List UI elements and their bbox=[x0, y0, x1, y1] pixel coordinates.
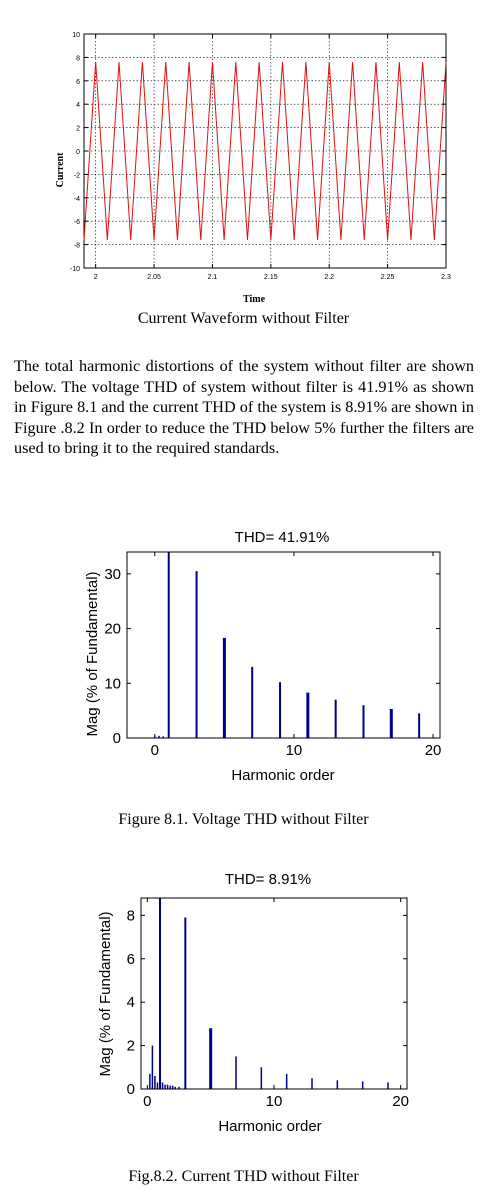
x-tick-label: 2.05 bbox=[147, 274, 161, 281]
x-axis-label: Harmonic order bbox=[218, 1118, 321, 1135]
harmonic-bar bbox=[164, 1084, 166, 1089]
y-tick-label: -6 bbox=[74, 219, 80, 226]
current-thd-chart: THD= 8.91% 0 2 4 6 8 0 10 20 Harmonic order Mag… bbox=[97, 871, 409, 1135]
x-tick-label: 10 bbox=[266, 1093, 283, 1110]
y-tick-label: 10 bbox=[72, 32, 80, 39]
chart-ticks: 0 10 20 30 0 10 20 bbox=[104, 552, 441, 759]
y-tick-label: 2 bbox=[127, 1038, 135, 1055]
harmonic-bar bbox=[158, 735, 160, 738]
y-tick-label: -8 bbox=[74, 243, 80, 250]
harmonic-bar bbox=[184, 917, 187, 1089]
harmonic-bar bbox=[222, 637, 226, 738]
y-axis-label: Current bbox=[55, 152, 66, 187]
y-tick-label: 0 bbox=[113, 730, 121, 747]
x-tick-label: 2.25 bbox=[381, 274, 395, 281]
chart-axes bbox=[140, 897, 408, 1090]
harmonic-bar bbox=[334, 699, 337, 738]
x-tick-label: 2.3 bbox=[441, 274, 451, 281]
harmonic-bar bbox=[149, 1073, 151, 1089]
x-tick-label: 20 bbox=[425, 742, 442, 759]
x-tick-label: 2.1 bbox=[208, 274, 218, 281]
chart-series bbox=[83, 62, 447, 240]
y-tick-label: 8 bbox=[76, 55, 80, 62]
y-tick-label: 10 bbox=[104, 675, 121, 692]
harmonic-bar bbox=[336, 1080, 339, 1089]
harmonic-bar bbox=[167, 552, 170, 738]
harmonic-bar bbox=[260, 1067, 263, 1089]
plot-frame bbox=[140, 897, 408, 1090]
x-tick-label: 10 bbox=[286, 742, 303, 759]
harmonic-bar bbox=[311, 1078, 313, 1089]
harmonic-bar bbox=[361, 1081, 364, 1089]
harmonic-bar bbox=[161, 1082, 164, 1089]
y-tick-label: 0 bbox=[76, 149, 80, 156]
y-tick-label: 0 bbox=[127, 1081, 135, 1098]
harmonic-bar bbox=[159, 898, 161, 1089]
figure-caption: Figure 8.1. Voltage THD without Filter bbox=[118, 811, 369, 828]
harmonic-bar bbox=[166, 1084, 169, 1089]
chart-grid bbox=[84, 34, 446, 268]
figure-caption: Current Waveform without Filter bbox=[137, 310, 350, 327]
chart-title: THD= 41.91% bbox=[235, 529, 330, 546]
body-paragraph: The total harmonic distortions of the sy… bbox=[14, 357, 474, 458]
x-tick-label: 2.2 bbox=[324, 274, 334, 281]
y-axis-label: Mag (% of Fundamental) bbox=[97, 911, 114, 1076]
chart-ticks: 0 2 4 6 8 0 10 20 bbox=[127, 898, 409, 1110]
y-tick-label: -10 bbox=[70, 266, 80, 273]
harmonic-bar bbox=[235, 1056, 237, 1089]
x-tick-label: 0 bbox=[151, 742, 159, 759]
harmonic-bar bbox=[279, 682, 282, 738]
harmonic-bar bbox=[389, 709, 393, 738]
harmonic-bar bbox=[154, 1075, 156, 1089]
harmonic-bar bbox=[251, 666, 254, 738]
y-tick-label: -4 bbox=[74, 196, 80, 203]
harmonic-bar bbox=[195, 571, 198, 738]
harmonic-bar bbox=[209, 1028, 213, 1089]
harmonic-bar bbox=[418, 713, 421, 738]
y-tick-label: 6 bbox=[127, 951, 135, 968]
harmonic-bar bbox=[178, 1086, 180, 1089]
harmonic-bar bbox=[151, 1045, 154, 1089]
harmonic-bar bbox=[156, 1082, 159, 1089]
x-tick-label: 0 bbox=[143, 1093, 151, 1110]
y-tick-label: 8 bbox=[127, 907, 135, 924]
chart-bars bbox=[149, 898, 389, 1089]
chart-title: THD= 8.91% bbox=[225, 871, 311, 888]
chart-ticks: 10 8 6 4 2 0 -2 -4 -6 -8 -10 2 2.05 2.1 2.15 2.2 2.25 2.3 bbox=[70, 32, 451, 281]
y-tick-label: -2 bbox=[74, 172, 80, 179]
y-axis-label: Mag (% of Fundamental) bbox=[84, 571, 101, 736]
y-tick-label: 20 bbox=[104, 621, 121, 638]
harmonic-bar bbox=[387, 1082, 389, 1089]
x-axis-label: Harmonic order bbox=[231, 767, 334, 784]
chart-bars bbox=[154, 552, 421, 738]
y-tick-label: 4 bbox=[127, 994, 135, 1011]
y-tick-label: 4 bbox=[76, 102, 80, 109]
figure-caption: Fig.8.2. Current THD without Filter bbox=[128, 1168, 359, 1185]
current-waveform-chart: 10 8 6 4 2 0 -2 -4 -6 -8 -10 2 2.05 2.1 2.15 2.2 2.25 2.3… bbox=[55, 32, 451, 305]
harmonic-bar bbox=[174, 1086, 176, 1089]
chart-axes bbox=[126, 551, 441, 739]
y-tick-label: 2 bbox=[76, 126, 80, 133]
y-tick-label: 30 bbox=[104, 566, 121, 583]
current-series-line bbox=[83, 62, 447, 240]
x-tick-label: 20 bbox=[392, 1093, 409, 1110]
x-tick-label: 2 bbox=[94, 274, 98, 281]
plot-frame bbox=[126, 551, 441, 739]
harmonic-bar bbox=[171, 1085, 174, 1089]
harmonic-bar bbox=[285, 1073, 288, 1089]
harmonic-bar bbox=[162, 736, 164, 738]
harmonic-bar bbox=[169, 1085, 171, 1089]
y-tick-label: 6 bbox=[76, 79, 80, 86]
x-tick-label: 2.15 bbox=[264, 274, 278, 281]
x-axis-label: Time bbox=[243, 294, 266, 305]
harmonic-bar bbox=[306, 692, 310, 738]
harmonic-bar bbox=[362, 705, 365, 738]
